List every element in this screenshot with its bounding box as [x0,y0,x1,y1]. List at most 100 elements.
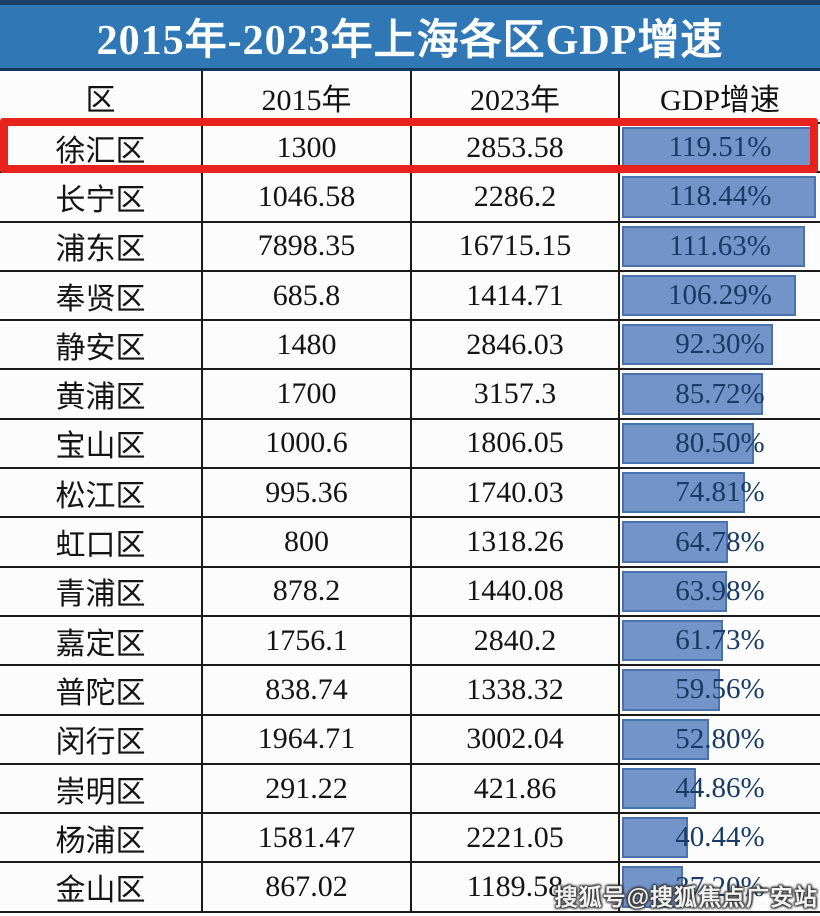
district-cell: 宝山区 [0,419,203,468]
table-row: 浦东区 7898.35 16715.15 111.63% [0,222,820,272]
district-cell: 嘉定区 [0,616,203,665]
district-cell: 金山区 [0,863,203,911]
table-row: 宝山区 1000.6 1806.05 80.50% [0,419,820,470]
growth-value: 111.63% [669,229,771,262]
growth-cell: 111.63% [620,223,820,270]
growth-data-bar [622,619,723,662]
header-district: 区 [0,71,203,122]
gdp-2023-cell: 2286.2 [412,173,620,221]
district-cell: 闵行区 [0,715,203,763]
gdp-2023-cell: 16715.15 [412,222,620,270]
growth-data-bar [622,274,796,317]
growth-data-bar [622,570,727,612]
growth-cell: 85.72% [620,370,820,417]
gdp-2023-cell: 2853.58 [412,124,620,172]
table-row: 普陀区 838.74 1338.32 59.56% [0,666,820,716]
gdp-2015-cell: 685.8 [203,271,412,320]
gdp-2023-cell: 1338.32 [412,666,620,714]
gdp-2023-cell: 2840.2 [412,616,620,665]
growth-cell: 44.86% [620,765,820,812]
table-row: 嘉定区 1756.1 2840.2 61.73% [0,616,820,667]
growth-value: 44.86% [675,772,765,804]
growth-value: 85.72% [675,377,765,410]
growth-value: 106.29% [668,279,772,312]
gdp-2023-cell: 1189.58 [412,863,620,911]
district-cell: 徐汇区 [0,124,203,172]
table-row: 闵行区 1964.71 3002.04 52.80% [0,715,820,765]
district-cell: 黄浦区 [0,370,203,418]
growth-cell: 74.81% [620,469,820,516]
growth-value: 63.98% [675,574,765,607]
table-row: 杨浦区 1581.47 2221.05 40.44% [0,814,820,864]
page-title: 2015年-2023年上海各区GDP增速 [96,18,724,64]
growth-cell: 40.44% [620,814,820,861]
table-body: 徐汇区 1300 2853.58 119.51% 长宁区 1046.58 2286.2 118… [0,124,820,913]
growth-data-bar [622,422,754,465]
growth-value: 52.80% [675,722,765,755]
growth-value: 61.73% [675,624,765,657]
gdp-2023-cell: 1318.26 [412,518,620,566]
gdp-2015-cell: 1000.6 [203,419,412,468]
growth-data-bar [622,866,683,908]
growth-value: 59.56% [675,673,765,706]
gdp-2015-cell: 7898.35 [203,222,412,270]
growth-cell: 106.29% [620,272,820,319]
growth-cell: 92.30% [620,321,820,368]
gdp-2015-cell: 800 [203,518,412,566]
table-row: 虹口区 800 1318.26 64.78% [0,518,820,568]
gdp-2023-cell: 1806.05 [412,419,620,468]
watermark-text: 搜狐号@搜狐焦点广安站 [554,884,818,910]
gdp-2015-cell: 291.22 [203,764,412,813]
header-gdp-growth: GDP增速 [659,83,780,117]
gdp-2015-cell: 1046.58 [203,173,412,221]
district-cell: 虹口区 [0,518,203,566]
table-row: 青浦区 878.2 1440.08 63.98% [0,567,820,617]
gdp-2015-cell: 1964.71 [203,715,412,763]
district-cell: 青浦区 [0,567,203,615]
growth-data-bar [622,521,728,563]
growth-cell: 80.50% [620,420,820,467]
header-2023: 2023年 [412,71,620,122]
gdp-2015-cell: 878.2 [203,567,412,615]
table-row: 崇明区 291.22 421.86 44.86% [0,764,820,815]
table-row: 长宁区 1046.58 2286.2 118.44% [0,173,820,223]
growth-cell: 119.51% [620,124,820,171]
growth-cell: 59.56% [620,666,820,713]
gdp-2015-cell: 995.36 [203,469,412,517]
gdp-2023-cell: 2221.05 [412,814,620,862]
growth-data-bar [622,718,709,760]
district-cell: 普陀区 [0,666,203,714]
district-cell: 松江区 [0,469,203,517]
gdp-2023-cell: 421.86 [412,764,620,813]
growth-data-bar [622,373,763,415]
growth-data-bar [622,176,816,218]
growth-value: 118.44% [668,180,772,213]
growth-data-bar [622,324,773,366]
growth-value: 119.51% [668,131,772,164]
growth-value: 40.44% [675,821,765,854]
growth-cell: 64.78% [620,518,820,565]
table-row: 徐汇区 1300 2853.58 119.51% [0,124,820,174]
growth-value: 92.30% [675,328,765,361]
growth-value: 37.20% [675,870,765,903]
gdp-2015-cell: 1300 [203,124,412,172]
growth-value: 80.50% [675,426,765,459]
table-title-bar: 2015年-2023年上海各区GDP增速 [0,0,820,68]
gdp-2015-cell: 867.02 [203,863,412,911]
header-2015: 2015年 [203,71,412,122]
gdp-2023-cell: 1414.71 [412,271,620,320]
growth-cell: 118.44% [620,173,820,220]
growth-cell: 37.20% [620,863,820,910]
district-cell: 奉贤区 [0,271,203,320]
gdp-2015-cell: 1700 [203,370,412,418]
table-row: 静安区 1480 2846.03 92.30% [0,321,820,371]
table-row: 金山区 867.02 1189.58 37.20% [0,863,820,913]
gdp-2023-cell: 3157.3 [412,370,620,418]
growth-data-bar [622,767,696,810]
district-cell: 崇明区 [0,764,203,813]
growth-data-bar [622,817,688,859]
growth-cell: 63.98% [620,568,820,615]
growth-value: 64.78% [675,525,765,558]
table-row: 松江区 995.36 1740.03 74.81% [0,469,820,519]
